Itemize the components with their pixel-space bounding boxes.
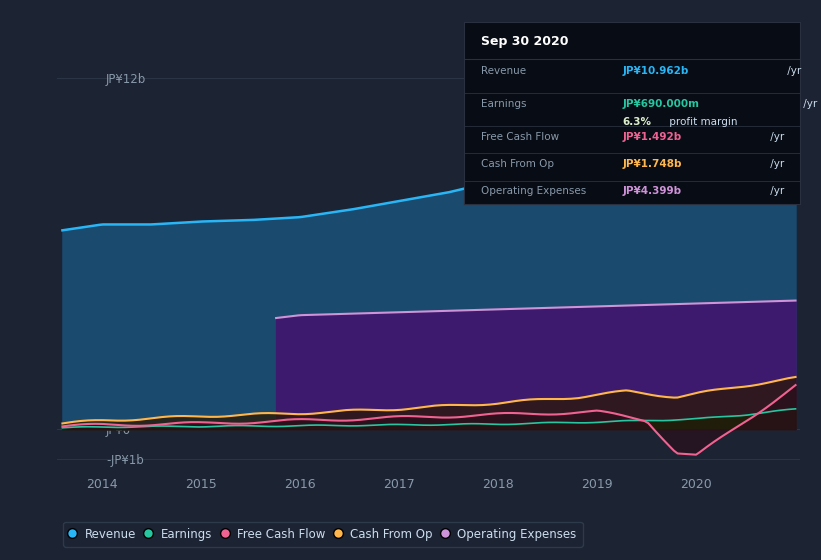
Text: /yr: /yr	[800, 99, 817, 109]
Text: Earnings: Earnings	[481, 99, 526, 109]
Text: Cash From Op: Cash From Op	[481, 159, 553, 169]
Text: /yr: /yr	[783, 66, 801, 76]
Text: Sep 30 2020: Sep 30 2020	[481, 35, 568, 48]
Text: JP¥1.748b: JP¥1.748b	[622, 159, 681, 169]
Text: /yr: /yr	[768, 186, 785, 196]
Text: Operating Expenses: Operating Expenses	[481, 186, 586, 196]
Text: Free Cash Flow: Free Cash Flow	[481, 132, 559, 142]
Text: Revenue: Revenue	[481, 66, 525, 76]
Text: JP¥10.962b: JP¥10.962b	[622, 66, 689, 76]
Text: /yr: /yr	[768, 159, 785, 169]
Text: 6.3%: 6.3%	[622, 117, 651, 127]
Text: JP¥1.492b: JP¥1.492b	[622, 132, 681, 142]
Legend: Revenue, Earnings, Free Cash Flow, Cash From Op, Operating Expenses: Revenue, Earnings, Free Cash Flow, Cash …	[63, 522, 583, 547]
Text: JP¥4.399b: JP¥4.399b	[622, 186, 681, 196]
Text: JP¥690.000m: JP¥690.000m	[622, 99, 699, 109]
Text: /yr: /yr	[768, 132, 785, 142]
Text: profit margin: profit margin	[666, 117, 737, 127]
